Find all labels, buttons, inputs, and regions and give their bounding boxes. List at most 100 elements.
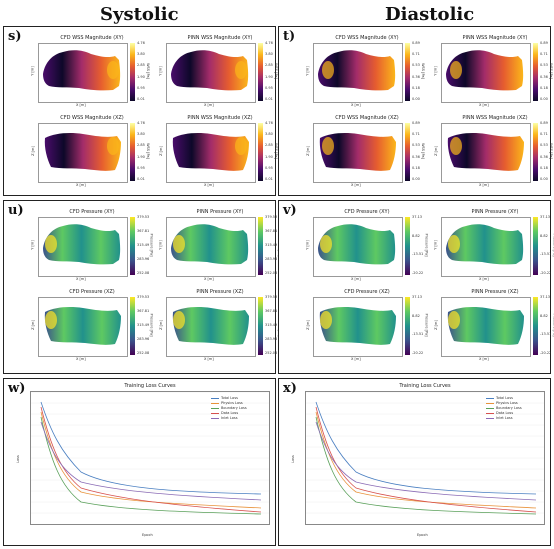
colorbar-tick: 0.01 <box>137 97 145 101</box>
colorbar <box>130 43 135 101</box>
vessel-shape <box>319 133 396 171</box>
colorbar-tick: 0.95 <box>265 85 273 90</box>
vessel-shape <box>446 224 524 265</box>
colorbar-tick: 2.85 <box>265 63 273 68</box>
colorbar <box>533 217 538 275</box>
colorbar-tick: 3.80 <box>265 132 273 137</box>
subplot-title: CFD Pressure (XY) <box>344 209 390 215</box>
subplot-title: CFD Pressure (XY) <box>69 209 115 215</box>
field-map <box>447 133 524 171</box>
x-axis-label: X [m] <box>351 103 361 107</box>
panel-v: v) CFD Pressure (XY) X [m] Y [m] 37.13 8.82 -1… <box>278 200 554 374</box>
subplot: PINN WSS Magnitude (XY) X [m] Y [m] 4.76 3.8… <box>159 35 280 111</box>
y-axis-label: Y [m] <box>305 240 310 250</box>
colorbar-tick: 0.89 <box>540 41 548 45</box>
colorbar-tick: 0.18 <box>540 165 548 170</box>
x-axis-label: X [m] <box>76 183 86 187</box>
field-map <box>318 50 396 91</box>
field-plot <box>313 297 403 357</box>
panel-u: u) CFD Pressure (XY) X [m] Y [m] 379.53 367.8… <box>3 200 281 374</box>
colorbar-tick: 283.96 <box>137 257 150 261</box>
loss-title: Training Loss Curves <box>124 383 176 389</box>
subplot-title: PINN Pressure (XY) <box>196 209 244 215</box>
subplot: CFD WSS Magnitude (XY) X [m] Y [m] 0.89 0.71… <box>306 35 427 111</box>
loss-title: Training Loss Curves <box>399 383 451 389</box>
colorbar-tick: 0.00 <box>412 97 420 101</box>
loss-curve <box>315 411 537 509</box>
colorbar-tick: 8.82 <box>540 313 548 318</box>
legend-swatch <box>211 407 219 409</box>
x-axis-label: X [m] <box>76 357 86 361</box>
subplot: CFD WSS Magnitude (XY) X [m] Y [m] 4.76 3.80… <box>30 35 152 111</box>
colorbar <box>533 123 538 181</box>
colorbar-tick: -13.51 <box>540 252 552 257</box>
colorbar-tick: 315.49 <box>265 243 278 247</box>
subplot-title: PINN WSS Magnitude (XY) <box>462 35 528 41</box>
colorbar-tick: 4.76 <box>137 41 145 45</box>
vessel-shape <box>171 50 249 91</box>
loss-ylabel: Loss <box>290 455 295 463</box>
colorbar <box>533 297 538 355</box>
subplot-title: PINN Pressure (XZ) <box>471 289 519 295</box>
colorbar-tick: 2.85 <box>137 63 145 68</box>
colorbar-tick: 0.00 <box>412 177 420 181</box>
legend-label: Inlet Loss <box>496 416 513 420</box>
colorbar-tick: 4.76 <box>265 121 273 125</box>
legend-label: Total Loss <box>496 396 513 400</box>
y-axis-label: Y [m] <box>30 66 35 76</box>
legend-swatch <box>486 417 494 419</box>
colorbar-tick: 379.53 <box>265 295 278 299</box>
subplot-title: PINN WSS Magnitude (XZ) <box>187 115 253 121</box>
colorbar-tick: 0.53 <box>412 143 420 148</box>
subplot-title: PINN Pressure (XY) <box>471 209 519 215</box>
colorbar-tick: 367.81 <box>265 309 278 313</box>
vessel-shape <box>318 224 396 265</box>
colorbar-unit: Pressure [Pa] <box>424 233 429 257</box>
colorbar-tick: 0.95 <box>137 165 145 170</box>
subplot-title: CFD Pressure (XZ) <box>69 289 115 295</box>
vessel-shape <box>171 224 249 265</box>
colorbar-tick: 252.08 <box>265 351 278 355</box>
colorbar-tick: 0.89 <box>412 121 420 125</box>
loss-curves <box>31 391 269 515</box>
loss-curve <box>315 401 537 495</box>
colorbar-tick: 379.53 <box>137 215 150 219</box>
colorbar-unit: WSS [Pa] <box>145 63 150 79</box>
colorbar <box>130 297 135 355</box>
field-hotspot <box>173 311 185 329</box>
x-axis-label: X [m] <box>204 357 214 361</box>
field-plot <box>313 217 403 277</box>
x-axis-label: X [m] <box>351 357 361 361</box>
colorbar-tick: 252.08 <box>137 351 150 355</box>
field-plot <box>166 43 256 103</box>
legend-entry: Inlet Loss <box>486 416 522 421</box>
colorbar-tick: 1.90 <box>265 154 273 159</box>
subplot-title: CFD WSS Magnitude (XZ) <box>60 115 124 121</box>
colorbar <box>258 123 263 181</box>
y-axis-label: Z [m] <box>30 320 35 330</box>
loss-curve <box>40 421 262 501</box>
colorbar-tick: 3.80 <box>265 52 273 57</box>
colorbar-tick: -20.22 <box>540 351 552 355</box>
colorbar-tick: 0.71 <box>540 52 548 57</box>
colorbar <box>130 217 135 275</box>
field-plot <box>38 297 128 357</box>
colorbar-tick: 0.95 <box>265 165 273 170</box>
vessel-shape <box>447 133 524 171</box>
subplot: PINN WSS Magnitude (XZ) X [m] Z [m] 0.89 0.7… <box>434 115 554 191</box>
subplot: PINN Pressure (XZ) X [m] Z [m] 379.53 367.81… <box>159 289 282 365</box>
field-map <box>44 307 121 345</box>
header-diastolic: Diastolic <box>385 4 475 25</box>
panel-x: x) Training Loss Curves Total Loss Physic… <box>278 378 551 546</box>
subplot-title: PINN WSS Magnitude (XZ) <box>462 115 528 121</box>
colorbar-tick: 0.53 <box>540 143 548 148</box>
colorbar-tick: 8.82 <box>540 233 548 238</box>
colorbar-unit: Pressure [Pa] <box>424 313 429 337</box>
subplot-title: CFD WSS Magnitude (XY) <box>60 35 124 41</box>
field-map <box>44 133 121 171</box>
field-hotspot <box>322 137 334 155</box>
x-axis-label: X [m] <box>479 277 489 281</box>
field-plot <box>166 297 256 357</box>
subplot-title: PINN WSS Magnitude (XY) <box>187 35 253 41</box>
colorbar-tick: 8.82 <box>412 233 420 238</box>
